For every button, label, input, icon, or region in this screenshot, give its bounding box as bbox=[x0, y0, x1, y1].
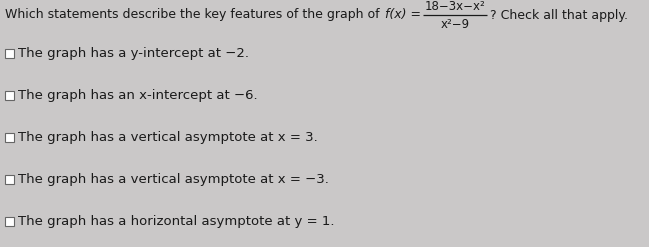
Text: Which statements describe the key features of the graph of: Which statements describe the key featur… bbox=[5, 8, 384, 21]
FancyBboxPatch shape bbox=[5, 133, 14, 142]
Text: The graph has a vertical asymptote at x = 3.: The graph has a vertical asymptote at x … bbox=[18, 131, 318, 144]
FancyBboxPatch shape bbox=[5, 217, 14, 226]
Text: f(x) =: f(x) = bbox=[385, 8, 421, 21]
Text: The graph has a y-intercept at −2.: The graph has a y-intercept at −2. bbox=[18, 47, 249, 60]
FancyBboxPatch shape bbox=[5, 91, 14, 100]
Text: The graph has a vertical asymptote at x = −3.: The graph has a vertical asymptote at x … bbox=[18, 173, 329, 186]
Text: The graph has an x-intercept at −6.: The graph has an x-intercept at −6. bbox=[18, 89, 258, 102]
FancyBboxPatch shape bbox=[5, 175, 14, 184]
Text: The graph has a horizontal asymptote at y = 1.: The graph has a horizontal asymptote at … bbox=[18, 215, 334, 228]
Text: x²−9: x²−9 bbox=[441, 18, 470, 30]
Text: ? Check all that apply.: ? Check all that apply. bbox=[491, 8, 628, 21]
Text: 18−3x−x²: 18−3x−x² bbox=[424, 0, 485, 13]
FancyBboxPatch shape bbox=[5, 49, 14, 58]
